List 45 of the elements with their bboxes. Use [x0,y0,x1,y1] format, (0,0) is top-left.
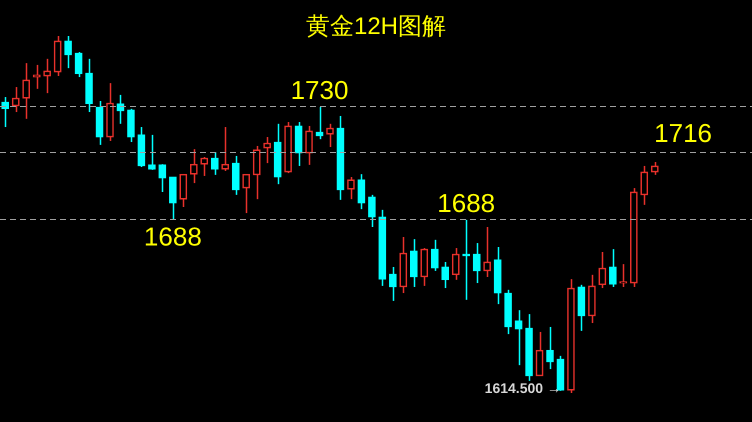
candlestick [609,248,617,288]
candlestick [326,123,334,148]
candlestick [22,62,30,120]
candlestick [242,173,250,214]
candlestick [410,238,418,288]
candlestick [483,226,491,278]
candlestick [462,219,470,301]
candlestick [252,145,260,200]
chart-title: 黄金12H图解 [304,12,448,42]
candlestick [12,86,20,113]
candlestick [514,309,522,366]
candlestick [148,134,156,171]
candlestick [43,58,51,94]
candlestick [546,326,554,370]
candlestick [158,163,166,193]
candlestick [472,242,480,284]
candlestick [452,247,460,281]
candlestick [263,136,271,164]
candlestick [305,125,313,166]
candlestick [358,173,366,210]
candlestick [650,161,659,176]
annotation: 1730 [290,75,348,106]
candlestick [116,94,124,125]
candlestick [536,331,544,377]
candlestick [221,126,230,172]
candlestick [190,148,198,184]
candlestick [441,261,450,289]
candlestick [180,173,188,208]
candlestick [32,64,40,90]
annotation: 1688 [437,188,496,218]
candlestick [640,165,648,206]
candlestick [64,35,72,69]
candlestick [430,239,439,272]
candlestick [169,176,177,220]
candlestick [598,251,606,289]
candlestick [210,151,219,176]
candlestick [316,106,324,140]
candlestick [389,266,397,302]
candlestick [368,194,376,228]
candlestick [200,156,208,177]
annotation: 1716 [654,118,712,148]
annotation: 1688 [144,221,202,252]
candlestick [347,176,355,200]
candlestick [74,51,82,78]
annotation: 1614.500 → [484,380,561,396]
